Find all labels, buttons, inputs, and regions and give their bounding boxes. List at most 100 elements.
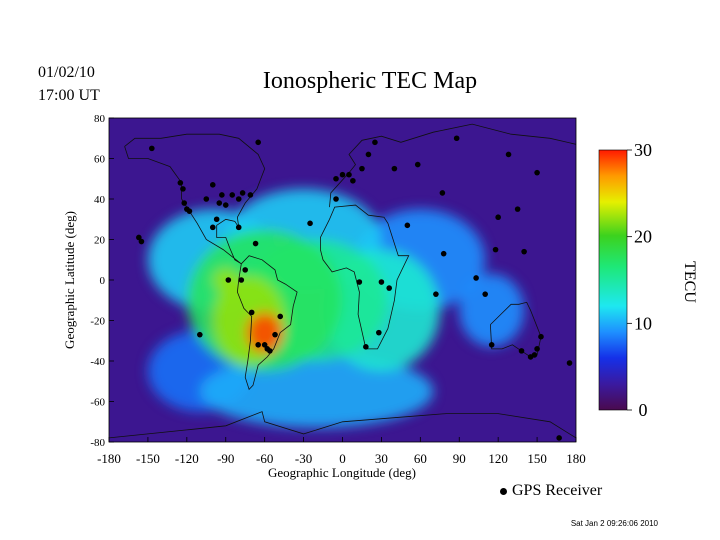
generation-timestamp: Sat Jan 2 09:26:06 2010 <box>570 519 658 528</box>
gps-receiver-dot <box>136 234 142 241</box>
y-tick-label: -60 <box>90 397 105 409</box>
gps-receiver-dot <box>433 291 439 297</box>
colorbar-ticks: 0 10 20 30 <box>627 140 652 420</box>
colorbar <box>598 149 628 411</box>
gps-receiver-dot <box>213 216 220 223</box>
gps-receiver-dot <box>350 177 356 184</box>
colorbar-tick-label: 10 <box>634 313 652 333</box>
x-axis-ticks: -180 -150 -120 -90 -60 -30 0 30 60 90 120 150 180 <box>97 437 586 466</box>
gps-receiver-dot <box>514 206 521 212</box>
gps-receiver-dot <box>181 200 188 206</box>
gps-receiver-dot <box>488 342 495 348</box>
tec-region <box>459 273 525 347</box>
gps-receiver-dot <box>255 342 261 348</box>
gps-receiver-dot <box>365 151 372 158</box>
x-tick-label: -150 <box>136 451 160 466</box>
gps-receiver-dot <box>277 313 284 320</box>
gps-receiver-dot <box>252 240 259 247</box>
gps-receiver-dot <box>238 277 245 283</box>
gps-receiver-dot <box>333 175 339 182</box>
x-tick-label: 90 <box>453 451 466 466</box>
y-tick-label: -40 <box>90 356 105 368</box>
chart-title: Ionospheric TEC Map <box>262 68 478 94</box>
x-tick-label: -30 <box>295 451 312 466</box>
gps-receiver-dot <box>219 192 225 198</box>
gps-receiver-dot <box>242 267 249 273</box>
gps-receiver-dot <box>247 192 254 198</box>
gps-receiver-dot <box>531 352 538 358</box>
colorbar-tick-label: 30 <box>634 140 652 160</box>
x-tick-label: 180 <box>566 451 586 466</box>
gps-receiver-dot <box>339 171 346 178</box>
gps-receiver-dot <box>378 279 385 285</box>
y-tick-label: 0 <box>100 275 106 287</box>
gps-receivers <box>136 135 573 441</box>
gps-receiver-dot <box>186 208 193 214</box>
gps-receiver-dot <box>473 275 479 281</box>
gps-receiver-dot <box>492 246 499 253</box>
coastline-antarctica <box>109 411 576 439</box>
y-axis-label: Geographic Latitude (deg) <box>62 211 77 349</box>
coastline-eurasia <box>329 123 576 208</box>
gps-receiver-dot <box>538 333 544 340</box>
x-tick-label: 60 <box>414 451 427 466</box>
gps-receiver-dot <box>225 277 232 283</box>
gps-receiver-dot <box>267 348 273 354</box>
x-tick-label: 0 <box>339 451 346 466</box>
gps-receiver-dot <box>239 190 246 196</box>
colorbar-tick-label: 20 <box>634 227 652 247</box>
gps-receiver-dot <box>534 346 540 352</box>
coastline-africa <box>319 204 410 350</box>
y-tick-label: -20 <box>90 316 105 328</box>
receiver-dot-icon <box>500 487 507 495</box>
colorbar-tick-label: 0 <box>639 400 648 420</box>
gps-receiver-dot <box>453 135 460 142</box>
gps-receiver-dot <box>439 190 446 196</box>
gps-receiver-dot <box>414 161 421 168</box>
gps-receiver-dot <box>346 171 352 178</box>
gps-receiver-dot <box>222 202 229 208</box>
gps-receiver-dot <box>177 180 184 186</box>
colorbar-label: TECU <box>681 261 698 303</box>
coastline-north-america <box>124 133 266 265</box>
x-axis-label: Geographic Longitude (deg) <box>268 465 416 480</box>
gps-receiver-dot <box>235 224 242 231</box>
gps-receiver-dot <box>197 331 203 338</box>
tec-region <box>199 354 434 428</box>
gps-receiver-dot <box>216 200 223 206</box>
gps-receiver-dot <box>248 309 255 316</box>
gps-receiver-dot <box>229 192 236 198</box>
receiver-legend-label: GPS Receiver <box>512 482 603 499</box>
x-tick-label: -180 <box>97 451 121 466</box>
map-time: 17:00 UT <box>38 87 100 104</box>
y-axis-ticks: -80 -60 -40 -20 0 20 40 60 80 <box>90 113 114 449</box>
gps-receiver-dot <box>356 279 363 285</box>
gps-receiver-dot <box>495 214 501 221</box>
tec-field <box>147 188 525 428</box>
y-tick-label: 40 <box>94 194 106 206</box>
receiver-legend: GPS Receiver <box>500 482 602 500</box>
gps-receiver-dot <box>521 248 527 255</box>
gps-receiver-dot <box>261 342 268 348</box>
gps-receiver-dot <box>255 139 261 146</box>
gps-receiver-dot <box>376 329 382 336</box>
x-tick-label: 150 <box>527 451 547 466</box>
coastlines <box>109 123 576 439</box>
gps-receiver-dot <box>209 224 216 231</box>
gps-receiver-dot <box>372 139 378 146</box>
coastline-australia <box>490 301 542 358</box>
gps-receiver-dot <box>272 331 278 338</box>
gps-receiver-dot <box>363 344 369 350</box>
x-tick-label: -120 <box>175 451 199 466</box>
x-tick-label: -90 <box>217 451 234 466</box>
gps-receiver-dot <box>556 435 562 441</box>
gps-receiver-dot <box>180 186 186 192</box>
y-tick-label: 80 <box>94 113 106 125</box>
gps-receiver-dot <box>386 285 393 291</box>
coastline-south-america <box>236 255 298 391</box>
map-date: 01/02/10 <box>38 64 95 81</box>
gps-receiver-dot <box>440 250 447 257</box>
gps-receiver-dot <box>404 222 411 229</box>
gps-receiver-dot <box>518 348 525 354</box>
